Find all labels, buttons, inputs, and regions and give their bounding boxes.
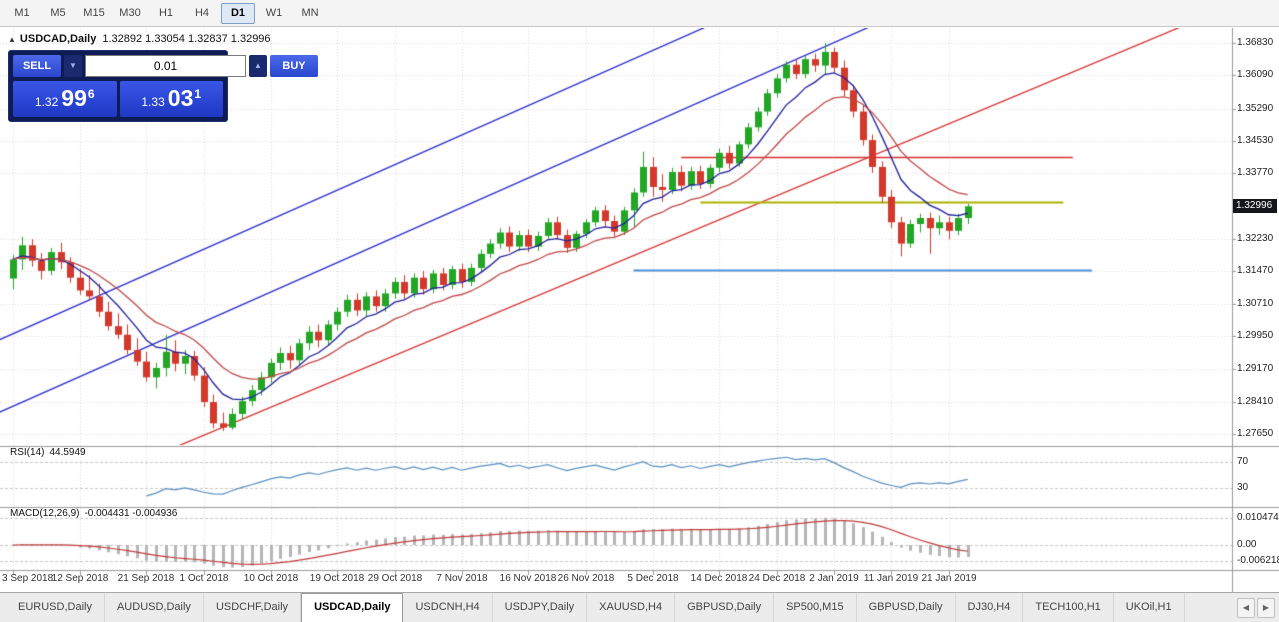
timeframe-button-d1[interactable]: D1 [221,2,255,24]
price-axis-label: 1.33770 [1237,167,1274,179]
timeframe-button-m15[interactable]: M15 [83,6,105,19]
chart-tab-usdchf-daily[interactable]: USDCHF,Daily [204,593,302,622]
arrow-left-icon: ◀ [1242,602,1250,612]
date-axis-label: 10 Oct 2018 [243,573,299,584]
macd-axis-low-label: -0.006218 [1237,555,1279,566]
arrow-right-icon: ▶ [1262,602,1270,612]
tabs-scroll-left-button[interactable]: ◀ [1237,597,1255,618]
rsi-indicator-label: RSI(14) 44.5949 [10,447,86,458]
macd-axis-zero-label: 0.00 [1237,539,1257,550]
price-axis-label: 1.29950 [1237,330,1274,341]
chart-tab-dj30-h4[interactable]: DJ30,H4 [956,593,1024,622]
chart-tab-tech100-h1[interactable]: TECH100,H1 [1023,593,1114,622]
price-axis-label: 1.34530 [1237,134,1274,146]
timeframe-button-m5[interactable]: M5 [50,6,66,19]
lot-decrease-button[interactable]: ▼ [64,55,82,77]
price-axis-label: 1.36090 [1237,68,1274,80]
chart-tab-gbpusd-daily[interactable]: GBPUSD,Daily [675,593,775,622]
price-axis-label: 1.31470 [1237,265,1274,277]
chart-tab-audusd-daily[interactable]: AUDUSD,Daily [105,593,204,622]
chart-tab-gbpusd-daily[interactable]: GBPUSD,Daily [857,593,956,622]
caret-down-icon: ▼ [69,61,77,70]
chart-tab-xauusd-h4[interactable]: XAUUSD,H4 [587,593,676,622]
sell-price-display[interactable]: 1.32 99 6 [13,81,117,117]
price-axis-label: 1.28410 [1237,395,1274,407]
date-axis-label: 21 Jan 2019 [921,573,977,584]
buy-button[interactable]: BUY [270,55,318,77]
timeframe-toolbar: M1 M5 M15 M30 H1 H4 D1 W1 MN [0,0,1279,27]
date-axis-label: 2 Jan 2019 [809,573,859,584]
date-axis-label: 16 Nov 2018 [499,573,557,584]
rsi-level-30-label: 30 [1237,482,1249,493]
price-chart-canvas[interactable] [0,28,1279,592]
chart-collapse-icon[interactable]: ▲ [8,35,16,44]
chart-tab-ukoil-h1[interactable]: UKOil,H1 [1114,593,1185,622]
chart-tab-usdcad-daily[interactable]: USDCAD,Daily [301,593,404,622]
ask-price-pipette: 1 [194,87,202,101]
chart-tab-usdjpy-daily[interactable]: USDJPY,Daily [493,593,588,622]
price-axis-label: 1.30710 [1237,297,1274,309]
sell-button[interactable]: SELL [13,55,61,77]
buy-price-display[interactable]: 1.33 03 1 [119,81,223,117]
date-axis-label: 11 Jan 2019 [863,573,919,584]
price-axis-label: 1.36830 [1237,36,1274,48]
date-axis-label: 7 Nov 2018 [436,573,488,584]
rsi-value: 44.5949 [49,447,86,458]
price-axis-label: 1.29170 [1237,363,1274,375]
chart-tab-eurusd-daily[interactable]: EURUSD,Daily [6,593,105,622]
lot-increase-button[interactable]: ▲ [249,55,267,77]
timeframe-button-mn[interactable]: MN [301,6,319,19]
tabs-scroll-controls: ◀ ▶ [1237,593,1279,622]
timeframe-button-h1[interactable]: H1 [158,6,174,19]
chart-tabs-bar: EURUSD,Daily AUDUSD,Daily USDCHF,Daily USDC… [0,592,1279,622]
ask-price-big-digits: 03 [167,85,194,111]
date-axis-label: 19 Oct 2018 [309,573,365,584]
timeframe-button-m30[interactable]: M30 [119,6,141,19]
chart-title: ▲ USDCAD,Daily 1.32892 1.33054 1.32837 1.3… [8,33,271,45]
bid-price-big-digits: 99 [61,85,87,111]
date-axis-label: 14 Dec 2018 [690,573,748,584]
rsi-level-70-label: 70 [1237,456,1249,467]
trade-panel-controls-row: SELL ▼ ▲ BUY [13,55,318,77]
price-axis-label: 1.35290 [1237,102,1274,114]
tabs-container: EURUSD,Daily AUDUSD,Daily USDCHF,Daily USDC… [6,593,1185,622]
macd-name: MACD(12,26,9) [10,508,80,519]
bid-price-prefix: 1.32 [34,95,59,109]
rsi-name: RSI(14) [10,447,45,458]
date-axis-label: 5 Dec 2018 [627,573,679,584]
date-axis-label: 26 Nov 2018 [557,573,615,584]
macd-axis-high-label: 0.010474 [1237,512,1279,523]
tabs-scroll-right-button[interactable]: ▶ [1257,597,1275,618]
date-axis: 3 Sep 2018 12 Sep 2018 21 Sep 2018 1 Oct 20… [0,570,1232,590]
date-axis-label: 24 Dec 2018 [748,573,806,584]
price-axis-label: 1.32230 [1237,232,1274,244]
timeframe-button-h4[interactable]: H4 [194,6,210,19]
caret-up-icon: ▲ [254,61,262,70]
chart-tab-usdcnh-h4[interactable]: USDCNH,H4 [403,593,493,622]
date-axis-label: 3 Sep 2018 [2,573,54,584]
bid-price-pipette: 6 [87,87,95,101]
date-axis-label: 29 Oct 2018 [367,573,423,584]
chart-tab-sp500-m15[interactable]: SP500,M15 [774,593,857,622]
lot-size-input[interactable] [85,55,246,77]
current-price-badge: 1.32996 [1233,199,1277,214]
date-axis-label: 12 Sep 2018 [51,573,109,584]
date-axis-label: 1 Oct 2018 [179,573,229,584]
timeframe-button-m1[interactable]: M1 [14,6,30,19]
trade-panel-prices-row: 1.32 99 6 1.33 03 1 [13,81,223,117]
one-click-trading-panel: SELL ▼ ▲ BUY 1.32 99 6 1.33 03 1 [8,50,318,122]
timeframe-button-w1[interactable]: W1 [265,6,283,19]
macd-indicator-label: MACD(12,26,9) -0.004431 -0.004936 [10,508,177,519]
macd-values: -0.004431 -0.004936 [84,508,178,519]
chart-symbol-label: USDCAD,Daily [19,33,97,45]
price-axis-label: 1.27650 [1237,427,1274,439]
date-axis-label: 21 Sep 2018 [117,573,175,584]
chart-ohlc-values: 1.32892 1.33054 1.32837 1.32996 [102,33,271,45]
ask-price-prefix: 1.33 [141,95,165,109]
